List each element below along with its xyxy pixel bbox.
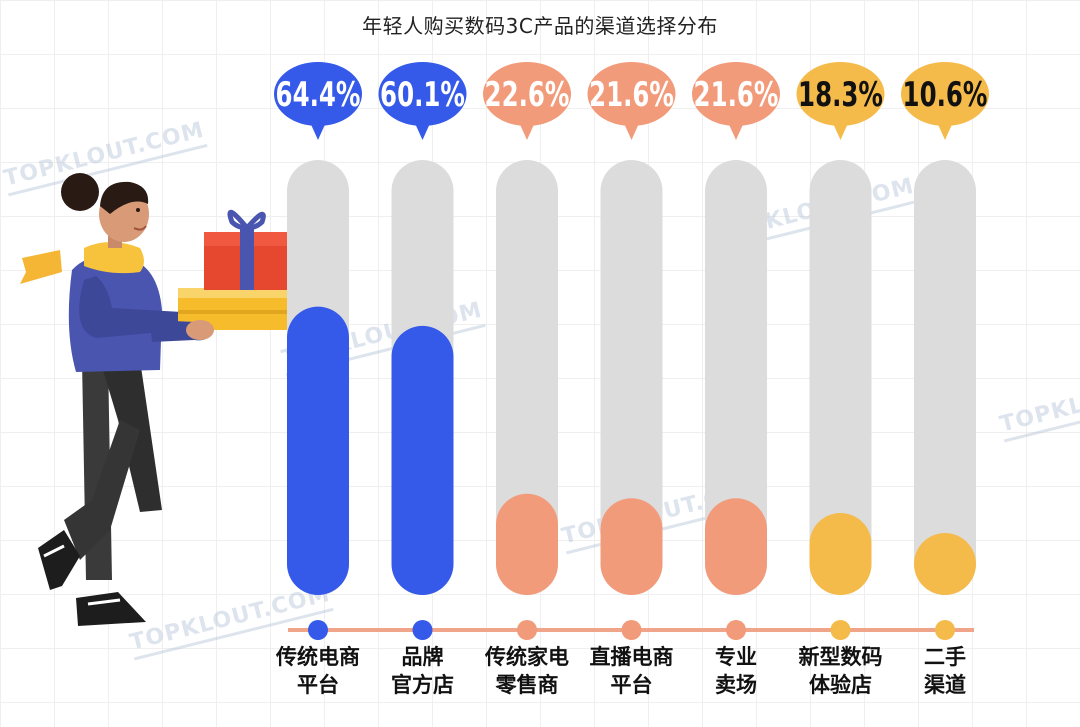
data-label: 10.6% — [903, 75, 988, 114]
data-label: 64.4% — [276, 75, 361, 114]
x-tick-label: 新型数码 — [799, 645, 883, 669]
value-bubble — [901, 62, 989, 126]
axis-dot — [412, 620, 433, 640]
bar — [391, 325, 454, 595]
person-carrying-gifts-illustration — [20, 173, 290, 626]
axis-dot — [517, 620, 537, 640]
data-label: 21.6% — [694, 75, 779, 114]
x-tick-label: 平台 — [611, 673, 653, 697]
x-tick-label: 零售商 — [495, 673, 559, 697]
x-tick-label: 体验店 — [809, 673, 872, 697]
bar — [705, 498, 767, 595]
x-tick-label: 品牌 — [402, 645, 444, 669]
data-label: 60.1% — [380, 75, 465, 114]
x-tick-label: 专业 — [715, 645, 757, 669]
axis-dot — [935, 620, 955, 640]
value-bubble-pointer — [309, 120, 327, 140]
bar-track — [809, 160, 872, 595]
x-tick-label: 平台 — [297, 673, 339, 697]
value-bubble-pointer — [727, 120, 745, 140]
x-tick-label: 官方店 — [391, 673, 454, 697]
bar-track — [496, 160, 558, 595]
bar — [600, 498, 663, 595]
x-tick-label: 传统家电 — [484, 645, 569, 669]
data-label: 21.6% — [589, 75, 674, 114]
value-bubble-pointer — [518, 120, 536, 140]
value-bubble — [483, 62, 571, 126]
x-tick-label: 卖场 — [715, 673, 757, 697]
x-tick-label: 传统电商 — [275, 645, 360, 669]
data-label: 18.3% — [798, 75, 883, 114]
value-bubble — [587, 62, 676, 126]
value-bubble — [796, 62, 885, 126]
bar — [287, 306, 349, 595]
bar — [809, 513, 872, 595]
x-tick-label: 二手 — [924, 645, 966, 669]
bar-track — [705, 160, 767, 595]
bar — [496, 493, 558, 595]
bar-track — [600, 160, 663, 595]
value-bubble-pointer — [936, 120, 954, 140]
bar-track — [914, 160, 976, 595]
axis-dot — [621, 620, 642, 640]
x-tick-label: 直播电商 — [590, 645, 674, 669]
axis-dot — [308, 620, 328, 640]
value-bubble — [692, 62, 780, 126]
value-bubble-pointer — [413, 120, 432, 140]
value-bubble — [378, 62, 467, 126]
axis-dot — [830, 620, 851, 640]
axis-dot — [726, 620, 746, 640]
data-label: 22.6% — [485, 75, 570, 114]
x-tick-label: 渠道 — [924, 673, 966, 697]
value-bubble-pointer — [622, 120, 641, 140]
bar — [914, 533, 976, 595]
value-bubble — [274, 62, 362, 126]
chart-title: 年轻人购买数码3C产品的渠道选择分布 — [362, 14, 718, 38]
value-bubble-pointer — [831, 120, 850, 140]
